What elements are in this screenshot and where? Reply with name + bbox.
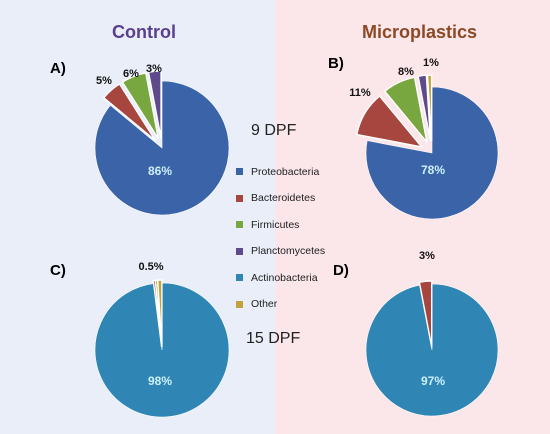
- pie-main-label: 97%: [421, 374, 445, 388]
- pie-slice-label: 8%: [398, 66, 414, 78]
- pie-slice-label: 3%: [419, 250, 435, 262]
- legend-swatch: [236, 221, 243, 229]
- panel-letter-c: C): [50, 262, 66, 279]
- pie-main-label: 86%: [148, 164, 172, 178]
- legend-item-bacteroidetes: Bacteroidetes: [236, 190, 325, 207]
- panel-letter-b: B): [328, 55, 344, 72]
- pie-slice-bacteroidetes: [102, 82, 156, 142]
- legend-label: Planctomycetes: [251, 245, 326, 258]
- microplastics-header: Microplastics: [362, 22, 478, 42]
- pie-slice-other: [426, 74, 433, 142]
- legend-label: Other: [251, 298, 278, 311]
- legend-item-firmicutes: Firmicutes: [236, 216, 325, 233]
- legend-swatch: [236, 168, 243, 175]
- panel-letter-d: D): [333, 262, 349, 279]
- legend-label: Firmicutes: [251, 218, 300, 231]
- pie-slice-planctomycetes: [417, 74, 432, 142]
- time-label-15dpf: 15 DPF: [246, 330, 301, 347]
- pie-slice-proteobacteria: [365, 86, 499, 220]
- legend-label: Actinobacteria: [251, 271, 318, 284]
- pie-slice-actinobacteria: [365, 283, 499, 417]
- pie-slice-label: 5%: [96, 75, 112, 87]
- legend-label: Proteobacteria: [251, 165, 320, 178]
- pie-slice-proteobacteria: [94, 80, 230, 216]
- legend: Proteobacteria Bacteroidetes Firmicutes …: [236, 163, 325, 323]
- legend-item-proteobacteria: Proteobacteria: [236, 163, 325, 180]
- pie-main-label: 98%: [148, 374, 172, 388]
- control-header: Control: [112, 22, 176, 42]
- time-label-9dpf: 9 DPF: [251, 122, 297, 139]
- pie-slice-firmicutes: [121, 72, 160, 140]
- legend-swatch: [236, 194, 243, 202]
- legend-swatch: [236, 274, 243, 282]
- pie-slice-actinobacteria: [94, 282, 230, 418]
- pie-slice-other: [156, 279, 163, 348]
- legend-swatch: [236, 300, 243, 308]
- pie-main-label: 78%: [421, 163, 445, 177]
- pie-slice-firmicutes: [383, 76, 428, 143]
- legend-item-planctomycetes: Planctomycetes: [236, 243, 325, 260]
- legend-item-actinobacteria: Actinobacteria: [236, 269, 325, 286]
- pie-slice-label: 11%: [349, 87, 371, 99]
- pie-slice-label: 0.5%: [138, 261, 163, 273]
- pie-slice-bacteroidetes: [356, 95, 424, 148]
- legend-item-other: Other: [236, 296, 325, 313]
- panel-letter-a: A): [50, 60, 66, 77]
- legend-swatch: [236, 247, 243, 255]
- legend-label: Bacteroidetes: [251, 192, 316, 205]
- pie-slice-planctomycetes: [147, 70, 162, 139]
- pie-slice-bacteroidetes: [418, 280, 433, 348]
- pie-slice-label: 3%: [146, 63, 162, 75]
- pie-slice-label: 6%: [123, 68, 139, 80]
- pie-slice-label: 1%: [423, 57, 439, 69]
